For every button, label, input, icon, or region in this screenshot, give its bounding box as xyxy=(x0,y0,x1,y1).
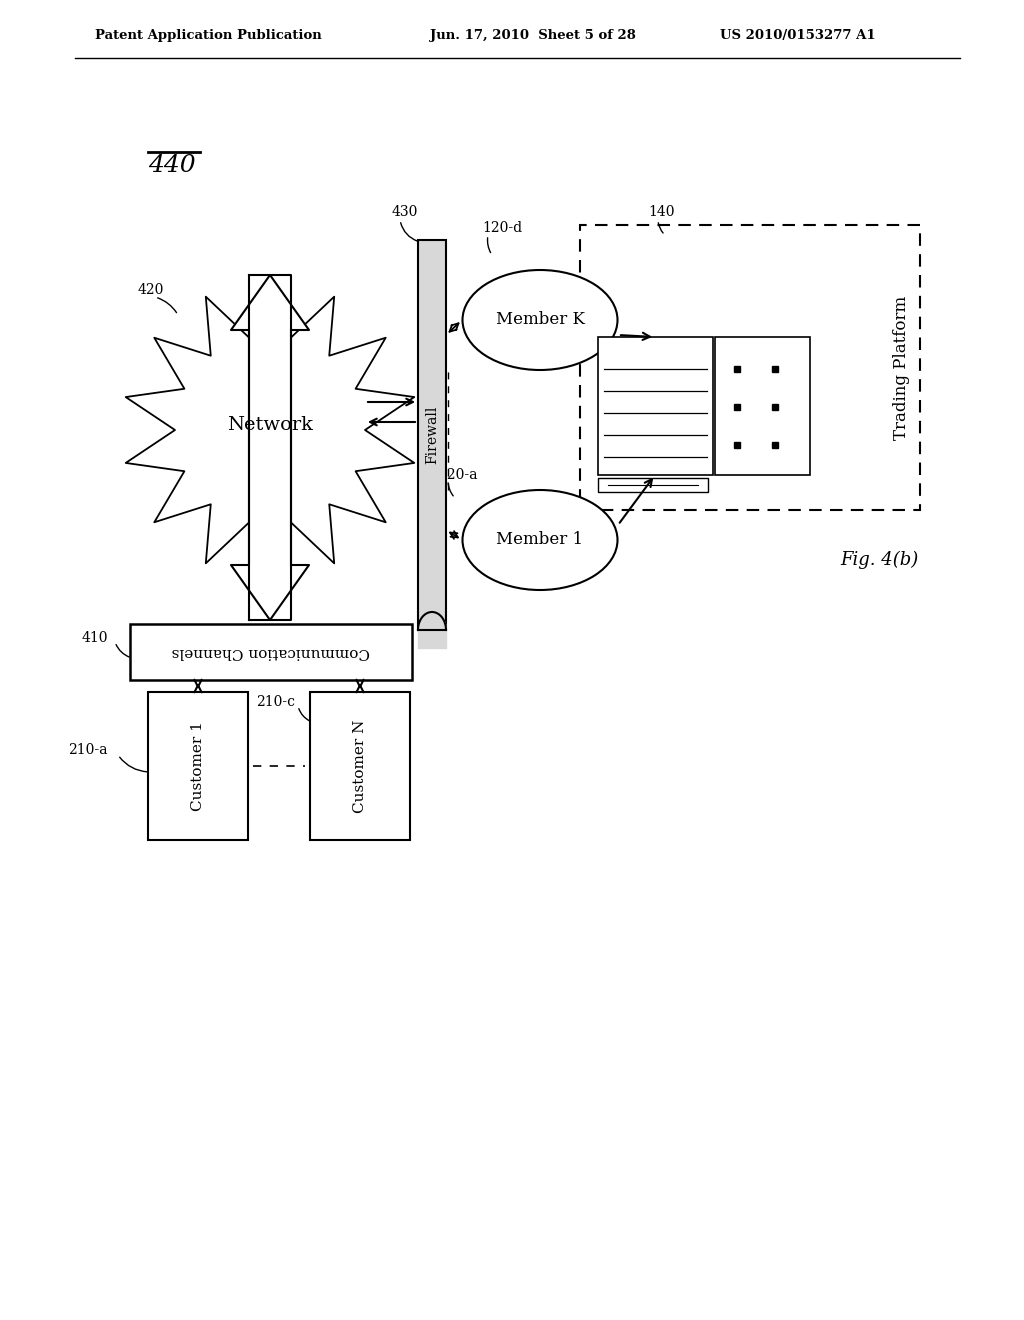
Bar xyxy=(598,478,708,492)
Text: 120-d: 120-d xyxy=(482,220,522,235)
Bar xyxy=(130,624,412,680)
Bar xyxy=(598,337,713,475)
Ellipse shape xyxy=(463,271,617,370)
Bar xyxy=(580,224,920,510)
Text: 440: 440 xyxy=(148,153,196,177)
Text: 420: 420 xyxy=(138,282,165,297)
Text: 410: 410 xyxy=(82,631,108,645)
Text: 430: 430 xyxy=(392,205,419,219)
Bar xyxy=(310,692,410,840)
Text: 210-c: 210-c xyxy=(256,696,295,709)
Text: 140: 140 xyxy=(648,205,675,219)
Text: Customer N: Customer N xyxy=(353,719,367,813)
Text: Jun. 17, 2010  Sheet 5 of 28: Jun. 17, 2010 Sheet 5 of 28 xyxy=(430,29,636,41)
Text: Member K: Member K xyxy=(496,312,585,329)
Bar xyxy=(148,692,248,840)
Text: Customer 1: Customer 1 xyxy=(191,721,205,810)
Text: Patent Application Publication: Patent Application Publication xyxy=(95,29,322,41)
Bar xyxy=(715,337,810,475)
Text: 120-a: 120-a xyxy=(438,469,477,482)
Polygon shape xyxy=(231,275,309,620)
Text: Trading Platform: Trading Platform xyxy=(894,296,910,440)
Bar xyxy=(418,240,446,630)
Text: Member 1: Member 1 xyxy=(497,532,584,549)
Text: US 2010/0153277 A1: US 2010/0153277 A1 xyxy=(720,29,876,41)
Text: Network: Network xyxy=(227,416,313,434)
Text: 210-a: 210-a xyxy=(69,743,108,756)
Ellipse shape xyxy=(463,490,617,590)
Polygon shape xyxy=(231,275,309,620)
Text: Fig. 4(b): Fig. 4(b) xyxy=(840,550,919,569)
Text: Firewall: Firewall xyxy=(425,405,439,465)
Text: Communication Channels: Communication Channels xyxy=(172,645,371,659)
Polygon shape xyxy=(126,282,415,578)
